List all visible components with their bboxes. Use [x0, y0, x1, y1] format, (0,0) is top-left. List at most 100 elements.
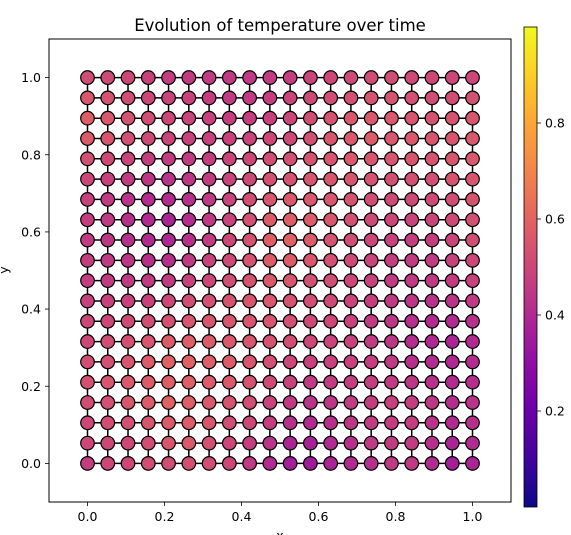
- grid-node: [384, 110, 399, 126]
- grid-node: [161, 354, 176, 370]
- grid-node: [262, 313, 278, 329]
- grid-node: [100, 171, 116, 187]
- grid-node: [282, 354, 298, 370]
- grid-node: [282, 273, 298, 289]
- grid-node: [221, 313, 237, 329]
- grid-node: [424, 395, 440, 410]
- grid-node: [323, 171, 339, 187]
- grid-node: [120, 456, 136, 471]
- grid-node: [161, 70, 176, 85]
- grid-node: [161, 90, 176, 106]
- grid-node: [120, 90, 136, 106]
- grid-node: [465, 131, 480, 146]
- grid-node: [242, 456, 258, 471]
- grid-node: [343, 212, 359, 228]
- grid-node: [282, 212, 298, 228]
- grid-node: [343, 313, 359, 329]
- grid-node: [100, 313, 116, 329]
- grid-node: [80, 354, 95, 370]
- y-tick-label: 0.0: [21, 456, 41, 471]
- grid-node: [384, 212, 399, 228]
- grid-node: [262, 252, 278, 268]
- grid-node: [201, 131, 217, 146]
- grid-node: [120, 110, 136, 126]
- grid-node: [181, 334, 197, 349]
- colorbar-ticks: 0.2 0.4 0.6 0.8: [537, 116, 565, 419]
- grid-node: [424, 110, 440, 126]
- grid-node: [282, 151, 298, 167]
- grid-node: [242, 171, 258, 187]
- x-axis-label: x: [276, 528, 283, 535]
- grid-node: [221, 354, 237, 370]
- grid-node: [221, 456, 237, 471]
- grid-node: [161, 131, 176, 146]
- grid-node: [424, 354, 440, 370]
- grid-node: [161, 334, 176, 349]
- grid-node: [323, 70, 339, 85]
- grid-node: [80, 212, 95, 228]
- grid-node: [444, 273, 460, 289]
- grid-node: [201, 212, 217, 228]
- grid-node: [302, 374, 318, 390]
- grid-node: [262, 334, 278, 349]
- grid-node: [323, 334, 339, 349]
- grid-node: [343, 456, 359, 471]
- grid-node: [262, 395, 278, 410]
- grid-node: [444, 192, 460, 207]
- grid-node: [201, 374, 217, 390]
- grid-node: [100, 131, 116, 146]
- grid-node: [242, 354, 258, 370]
- grid-node: [221, 90, 237, 106]
- grid-node: [323, 232, 339, 248]
- grid-node: [404, 293, 420, 309]
- grid-node: [161, 293, 176, 309]
- grid-node: [242, 70, 258, 85]
- grid-node: [465, 354, 480, 370]
- grid-node: [161, 171, 176, 187]
- grid-node: [100, 252, 116, 268]
- grid-node: [140, 252, 156, 268]
- grid-node: [465, 110, 480, 126]
- grid-node: [181, 415, 197, 431]
- grid-node: [140, 90, 156, 106]
- grid-node: [262, 415, 278, 431]
- grid-node: [201, 273, 217, 289]
- grid-node: [120, 273, 136, 289]
- grid-node: [221, 273, 237, 289]
- grid-node: [302, 334, 318, 349]
- grid-node: [242, 252, 258, 268]
- grid-node: [343, 252, 359, 268]
- grid-node: [282, 232, 298, 248]
- grid-node: [120, 293, 136, 309]
- grid-node: [201, 110, 217, 126]
- grid-node: [343, 171, 359, 187]
- y-axis-label: y: [0, 266, 11, 274]
- grid-node: [363, 273, 379, 289]
- grid-node: [262, 70, 278, 85]
- x-tick-label: 0.6: [309, 509, 329, 524]
- grid-node: [384, 192, 399, 207]
- grid-node: [343, 354, 359, 370]
- grid-node: [181, 456, 197, 471]
- grid-node: [404, 90, 420, 106]
- grid-node: [201, 354, 217, 370]
- grid-node: [465, 273, 480, 289]
- grid-node: [363, 70, 379, 85]
- grid-node: [262, 374, 278, 390]
- grid-node: [465, 212, 480, 228]
- grid-node: [140, 273, 156, 289]
- grid-node: [181, 90, 197, 106]
- grid-node: [100, 151, 116, 167]
- grid-node: [201, 151, 217, 167]
- grid-node: [80, 374, 95, 390]
- grid-node: [140, 415, 156, 431]
- grid-node: [100, 192, 116, 207]
- grid-node: [140, 435, 156, 451]
- grid-node: [323, 456, 339, 471]
- grid-node: [323, 131, 339, 146]
- grid-node: [343, 192, 359, 207]
- y-tick-label: 0.2: [21, 379, 41, 394]
- grid-node: [323, 90, 339, 106]
- grid-node: [181, 151, 197, 167]
- y-axis-ticks: 0.0 0.2 0.4 0.6 0.8 1.0: [21, 70, 49, 471]
